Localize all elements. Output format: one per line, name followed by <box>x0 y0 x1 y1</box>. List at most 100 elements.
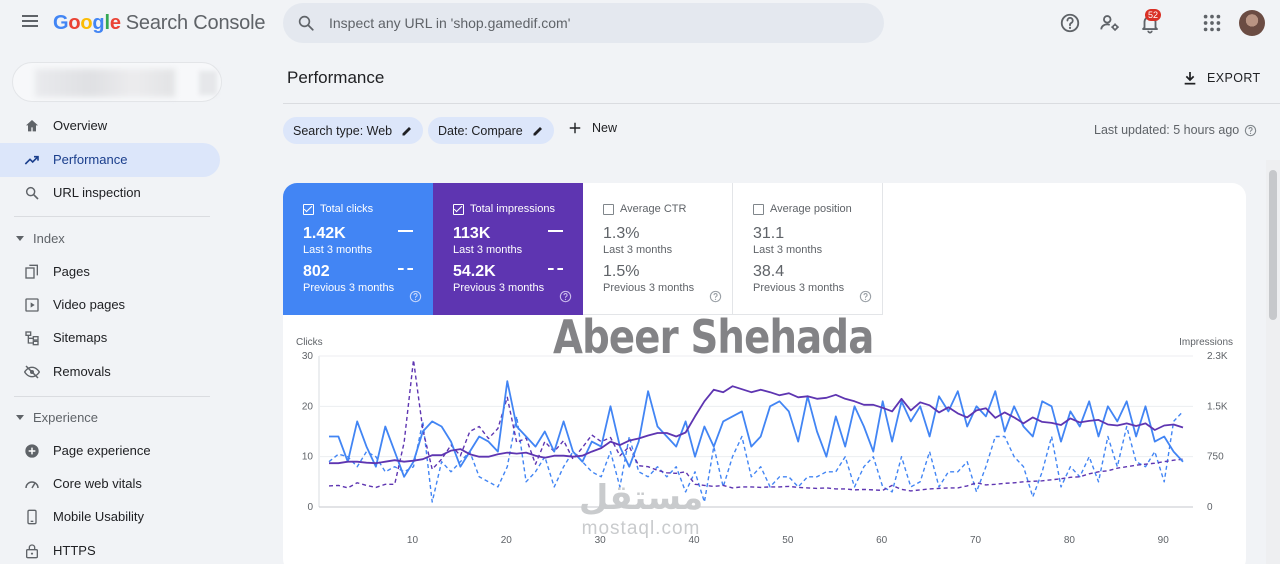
menu-icon[interactable] <box>18 12 42 34</box>
property-name-blurred <box>35 69 175 97</box>
metric-card-total-impressions[interactable]: Total impressions 113K Last 3 months 54.… <box>433 183 583 315</box>
metric-card-average-ctr[interactable]: Average CTR 1.3% Last 3 months 1.5% Prev… <box>583 183 733 315</box>
watermark-latin: mostaql.com <box>581 518 701 539</box>
property-selector[interactable] <box>12 62 222 102</box>
watermark-author-text: Abeer Shehada <box>553 310 874 364</box>
chart-series <box>328 359 1184 503</box>
metric-checkbox[interactable] <box>753 204 764 215</box>
trending-up-icon <box>24 155 39 165</box>
y-tick-label: 30 <box>302 351 314 362</box>
avatar[interactable] <box>1239 10 1265 36</box>
filter-chip-date[interactable]: Date: Compare <box>428 117 554 144</box>
metric-checkbox[interactable] <box>303 204 314 215</box>
x-tick-label: 60 <box>876 535 888 546</box>
sidebar-divider <box>14 396 210 397</box>
property-dropdown-blurred <box>199 71 217 95</box>
logo-product: Search Console <box>125 12 266 34</box>
page-experience-icon <box>25 444 39 458</box>
series-line-total-clicks-previous <box>328 410 1184 503</box>
x-tick-label: 50 <box>782 535 794 546</box>
filter-chip-search-type[interactable]: Search type: Web <box>283 117 424 144</box>
search-icon[interactable] <box>297 14 315 32</box>
metric-current-value: 1.42K <box>303 225 346 242</box>
metric-name: Average CTR <box>620 203 687 215</box>
metric-previous-label: Previous 3 months <box>603 282 695 294</box>
sidebar-item-video-pages[interactable]: Video pages <box>0 288 220 322</box>
solid-line-legend <box>398 230 413 232</box>
metric-previous-label: Previous 3 months <box>453 282 545 294</box>
y2-tick-label: 0 <box>1207 502 1213 513</box>
apps-grid-icon[interactable] <box>1201 12 1223 34</box>
metric-checkbox[interactable] <box>603 204 614 215</box>
last-updated-label: Last updated: 5 hours ago <box>1094 123 1240 137</box>
home-icon <box>26 120 38 132</box>
help-icon[interactable] <box>709 290 722 303</box>
metric-current-label: Last 3 months <box>453 244 523 256</box>
metric-card-total-clicks[interactable]: Total clicks 1.42K Last 3 months 802 Pre… <box>283 183 433 315</box>
series-line-total-impressions-previous <box>328 359 1184 492</box>
search-input[interactable] <box>329 3 869 43</box>
x-tick-label: 40 <box>688 535 700 546</box>
y-tick-label: 0 <box>307 502 313 513</box>
sidebar-item-url-inspection[interactable]: URL inspection <box>0 176 220 210</box>
sidebar-item-label: Sitemaps <box>53 330 108 345</box>
x-tick-label: 20 <box>501 535 513 546</box>
y-tick-label: 10 <box>302 452 314 463</box>
sidebar-item-mobile-usability[interactable]: Mobile Usability <box>0 500 220 534</box>
help-icon[interactable] <box>409 290 422 303</box>
sidebar-item-overview[interactable]: Overview <box>0 109 220 143</box>
metric-checkbox[interactable] <box>453 204 464 215</box>
metric-card-average-position[interactable]: Average position 31.1 Last 3 months 38.4… <box>733 183 883 315</box>
sidebar-item-label: HTTPS <box>53 543 96 558</box>
url-inspection-search[interactable] <box>283 3 884 43</box>
watermark-mostaql: مستقل mostaql.com <box>566 478 716 540</box>
sidebar-item-label: Core web vitals <box>53 476 142 491</box>
sidebar-item-sitemaps[interactable]: Sitemaps <box>0 321 220 355</box>
sidebar-item-label: Pages <box>53 264 90 279</box>
sidebar-divider <box>14 216 210 217</box>
metric-current-value: 1.3% <box>603 225 640 242</box>
chart-ticks: 0 10 20 30 0 750 1.5K 2.3K 10 20 30 40 50 60 70 80 90 <box>302 351 1228 546</box>
logo-google: Google <box>53 12 121 34</box>
sidebar-item-label: Mobile Usability <box>53 509 145 524</box>
y2-tick-label: 750 <box>1207 452 1224 463</box>
help-icon[interactable] <box>1059 12 1081 34</box>
sitemap-icon <box>25 331 39 346</box>
plus-icon <box>569 122 581 134</box>
help-icon[interactable] <box>1244 124 1257 137</box>
new-filter-button[interactable]: New <box>568 121 617 135</box>
sidebar-item-performance[interactable]: Performance <box>0 143 220 177</box>
filter-chip-label: Search type: Web <box>293 123 393 138</box>
performance-chart[interactable]: Clicks Impressions 0 10 20 30 0 750 1.5K 2.3K 10… <box>283 320 1246 556</box>
scrollbar[interactable] <box>1266 160 1280 564</box>
export-button[interactable]: EXPORT <box>1182 68 1261 88</box>
sidebar-item-page-experience[interactable]: Page experience <box>0 434 220 468</box>
search-icon <box>25 186 39 200</box>
video-pages-icon <box>25 298 39 312</box>
metric-name: Average position <box>770 203 852 215</box>
sidebar-section-experience[interactable]: Experience <box>16 410 98 425</box>
series-line-total-clicks <box>329 380 1184 478</box>
y-axis-label: Clicks <box>296 337 323 348</box>
google-search-console-logo[interactable]: Google Search Console <box>53 12 265 35</box>
manage-accounts-icon[interactable] <box>1099 12 1121 34</box>
metric-previous-value: 54.2K <box>453 263 496 280</box>
pages-icon <box>25 264 38 279</box>
sidebar-item-label: Overview <box>53 118 108 133</box>
sidebar-item-https[interactable]: HTTPS <box>0 534 220 564</box>
x-tick-label: 30 <box>595 535 607 546</box>
sidebar-section-index[interactable]: Index <box>16 231 65 246</box>
sidebar-item-removals[interactable]: Removals <box>0 355 220 389</box>
scrollbar-thumb[interactable] <box>1269 170 1277 320</box>
metric-previous-value: 802 <box>303 263 330 280</box>
sidebar-item-label: URL inspection <box>53 185 141 200</box>
metric-previous-label: Previous 3 months <box>753 282 845 294</box>
dashed-line-legend <box>548 268 563 270</box>
help-icon[interactable] <box>859 290 872 303</box>
y2-axis-label: Impressions <box>1179 337 1233 348</box>
sidebar-item-core-web-vitals[interactable]: Core web vitals <box>0 467 220 501</box>
help-icon[interactable] <box>559 290 572 303</box>
dashed-line-legend <box>398 268 413 270</box>
removals-icon <box>24 365 40 379</box>
sidebar-item-pages[interactable]: Pages <box>0 255 220 289</box>
